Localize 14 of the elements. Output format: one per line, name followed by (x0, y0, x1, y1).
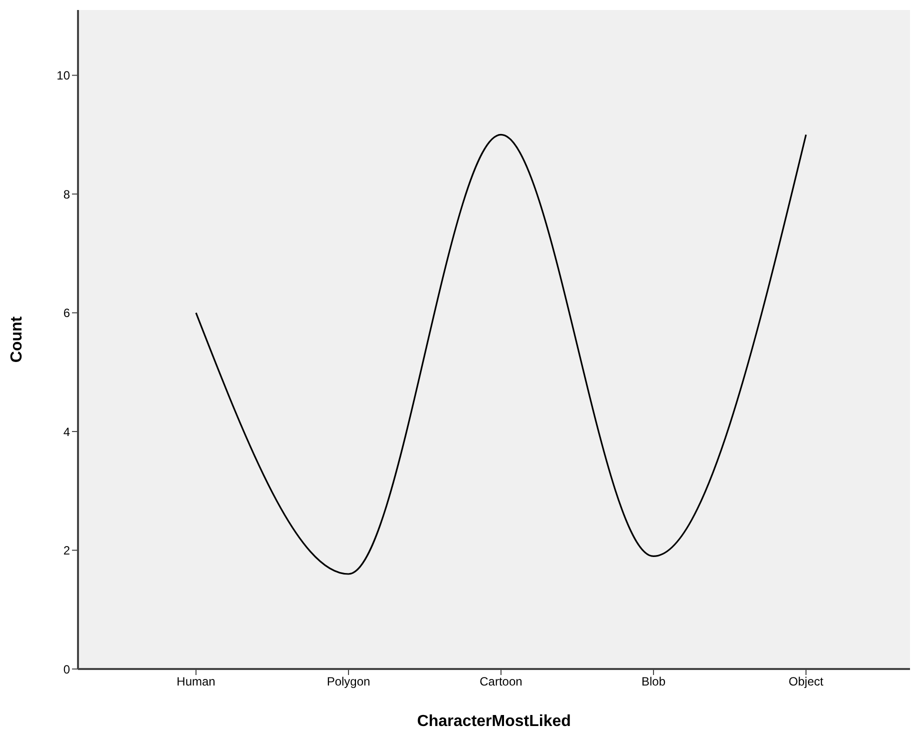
y-tick-label: 6 (63, 306, 70, 320)
y-tick-label: 8 (63, 187, 70, 202)
y-axis-title: Count (8, 316, 26, 363)
x-tick-label: Blob (641, 674, 666, 689)
x-tick-label: Human (176, 674, 216, 689)
x-tick-label: Polygon (326, 674, 370, 689)
line-series (195, 134, 807, 575)
y-tick-label: 4 (63, 424, 70, 439)
x-axis-title: CharacterMostLiked (417, 713, 571, 730)
y-tick-label: 10 (56, 68, 70, 83)
y-tick-label: 0 (63, 662, 70, 676)
y-tick-label: 2 (63, 544, 70, 558)
x-tick-label: Object (788, 674, 824, 689)
x-tick-label: Cartoon (480, 674, 522, 689)
